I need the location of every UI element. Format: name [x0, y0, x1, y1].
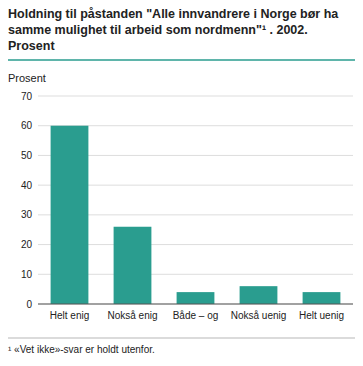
grid-line	[38, 96, 353, 97]
y-tick-label: 0	[26, 299, 32, 310]
subtitle: Prosent	[8, 39, 55, 53]
y-axis-label: Prosent	[8, 72, 46, 84]
y-tick-label: 40	[21, 180, 33, 191]
y-tick-label: 60	[21, 120, 33, 131]
title: Holdning til påstanden "Alle innvandrere…	[8, 7, 339, 37]
bar	[177, 292, 215, 304]
bar	[240, 286, 278, 304]
chart-container: Holdning til påstanden "Alle innvandrere…	[0, 0, 363, 366]
grid-line	[38, 304, 353, 305]
x-tick-label: Helt uenig	[299, 310, 344, 321]
bars	[51, 126, 341, 304]
bar	[303, 292, 341, 304]
y-tick-label: 50	[21, 150, 33, 161]
chart-svg: Holdning til påstanden "Alle innvandrere…	[0, 0, 363, 366]
x-tick-label: Nokså uenig	[231, 310, 287, 321]
page: {"chart_data": {"type": "bar", "title": …	[0, 0, 363, 366]
x-tick-label: Helt enig	[50, 310, 89, 321]
x-tick-label: Både – og	[173, 310, 219, 321]
y-tick-label: 70	[21, 91, 33, 102]
x-axis-line	[38, 304, 353, 305]
title-line: samme mulighet til arbeid som nordmenn"¹…	[8, 23, 308, 37]
x-tick-label: Nokså enig	[107, 310, 157, 321]
y-tick-label: 30	[21, 209, 33, 220]
y-tick-label: 10	[21, 269, 33, 280]
title-line: Holdning til påstanden "Alle innvandrere…	[8, 7, 339, 21]
bar	[51, 126, 89, 304]
bar	[114, 227, 152, 304]
footnote: ¹ «Vet ikke»-svar er holdt utenfor.	[8, 344, 155, 355]
grid	[38, 96, 353, 304]
title-separator	[8, 59, 355, 61]
footnote-separator	[8, 338, 355, 339]
y-tick-label: 20	[21, 239, 33, 250]
